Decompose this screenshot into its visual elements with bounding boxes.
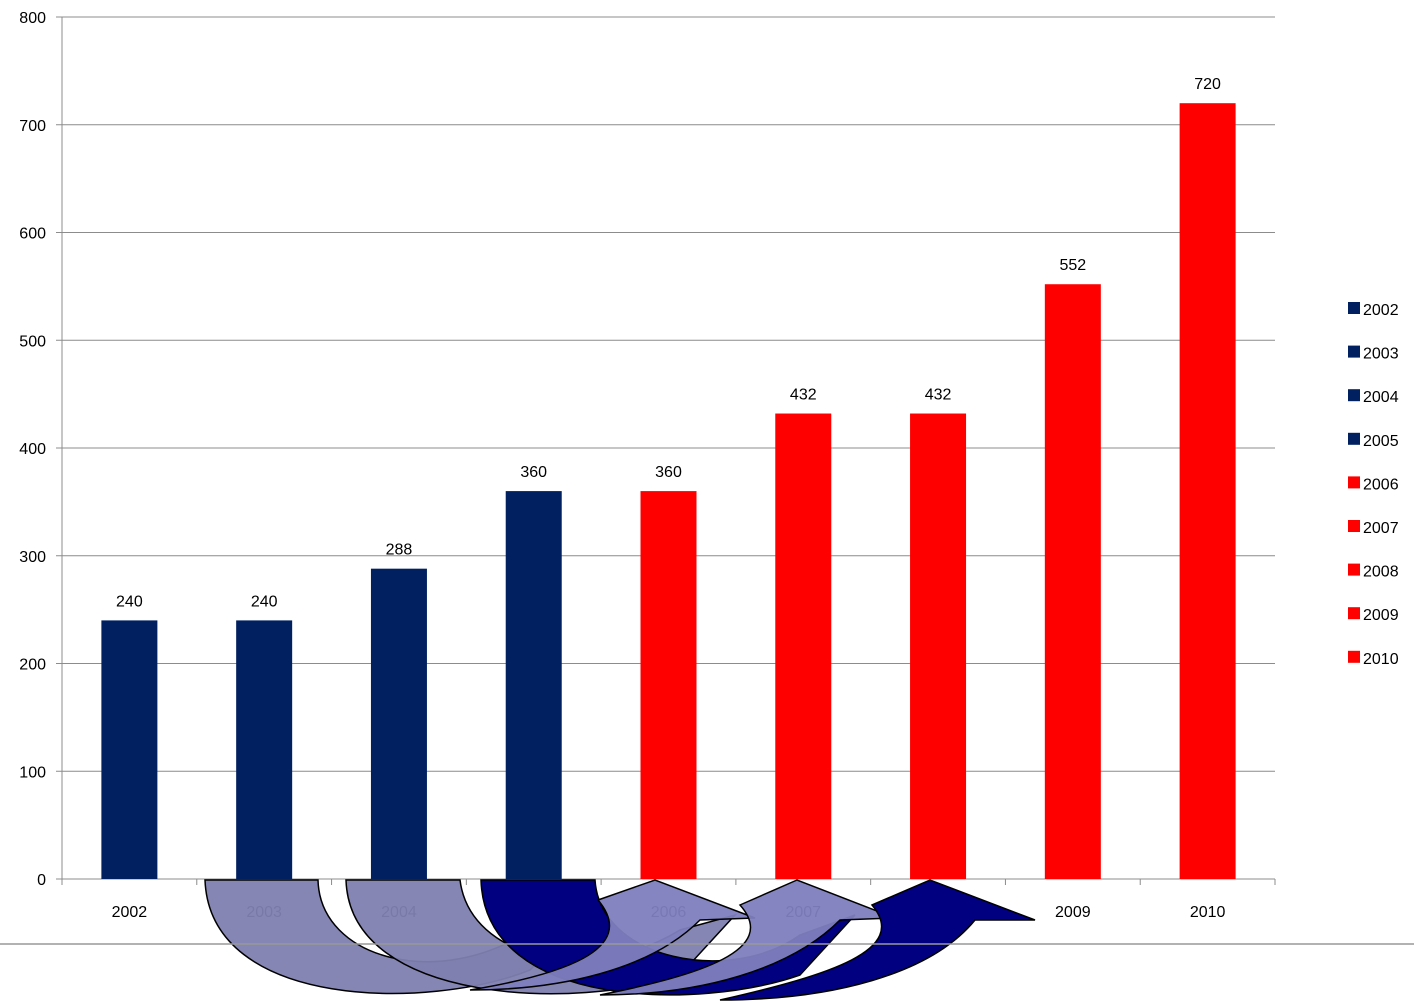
bar-2007	[775, 413, 832, 879]
legend-swatch-2009	[1348, 607, 1360, 620]
bar-2010	[1179, 103, 1236, 879]
data-label-2006: 360	[655, 464, 682, 481]
legend-label-2010: 2010	[1363, 651, 1399, 668]
bar-2009	[1044, 284, 1101, 880]
legend-swatch-2002	[1348, 302, 1360, 314]
x-tick-label-2009: 2009	[1055, 904, 1091, 921]
data-label-2003: 240	[251, 593, 278, 610]
bars	[101, 103, 1236, 880]
y-tick-label: 400	[19, 441, 46, 458]
legend-label-2009: 2009	[1363, 607, 1399, 624]
legend-swatch-2006	[1348, 476, 1360, 489]
bar-2002	[101, 620, 158, 879]
bar-2006	[640, 491, 697, 879]
data-label-2009: 552	[1059, 257, 1086, 274]
curved-arrow-5	[599, 879, 896, 996]
data-label-2004: 288	[386, 542, 413, 559]
curved-arrows-overlay	[204, 879, 1036, 1001]
data-label-2007: 432	[790, 387, 817, 404]
y-tick-label: 100	[19, 764, 46, 781]
legend-swatch-2010	[1348, 650, 1360, 663]
data-label-2005: 360	[520, 464, 547, 481]
bar-2004	[370, 568, 427, 879]
x-tick-label-2010: 2010	[1190, 904, 1226, 921]
legend: 2002 2003 2004 2005 2006 2007 2008 2009 2010	[1348, 302, 1399, 668]
data-label-2002: 240	[116, 593, 143, 610]
bar-2008	[910, 413, 967, 879]
legend-label-2005: 2005	[1363, 433, 1399, 450]
x-tick-label-2002: 2002	[112, 904, 148, 921]
legend-swatch-2004	[1348, 389, 1360, 402]
y-tick-label: 200	[19, 657, 46, 674]
legend-swatch-2008	[1348, 563, 1360, 576]
legend-swatch-2003	[1348, 345, 1360, 358]
y-tick-label: 700	[19, 118, 46, 135]
legend-swatch-2007	[1348, 520, 1360, 532]
data-labels: 240 240 288 360 360 432 432 552 720	[116, 76, 1221, 610]
bar-2003	[236, 620, 293, 879]
legend-swatch-2005	[1348, 432, 1360, 445]
legend-label-2002: 2002	[1363, 302, 1399, 319]
data-label-2008: 432	[925, 387, 952, 404]
legend-label-2003: 2003	[1363, 346, 1399, 363]
y-tick-label: 800	[19, 10, 46, 27]
legend-label-2008: 2008	[1363, 564, 1399, 581]
legend-label-2006: 2006	[1363, 476, 1399, 493]
y-tick-label: 500	[19, 333, 46, 350]
y-tick-label: 0	[37, 872, 46, 889]
y-tick-label: 300	[19, 549, 46, 566]
y-tick-label: 600	[19, 226, 46, 243]
legend-label-2004: 2004	[1363, 389, 1399, 406]
legend-label-2007: 2007	[1363, 520, 1399, 537]
data-label-2010: 720	[1194, 76, 1221, 93]
bar-2005	[505, 491, 562, 879]
y-tick-labels: 0 100 200 300 400 500 600 700 800	[19, 10, 46, 889]
